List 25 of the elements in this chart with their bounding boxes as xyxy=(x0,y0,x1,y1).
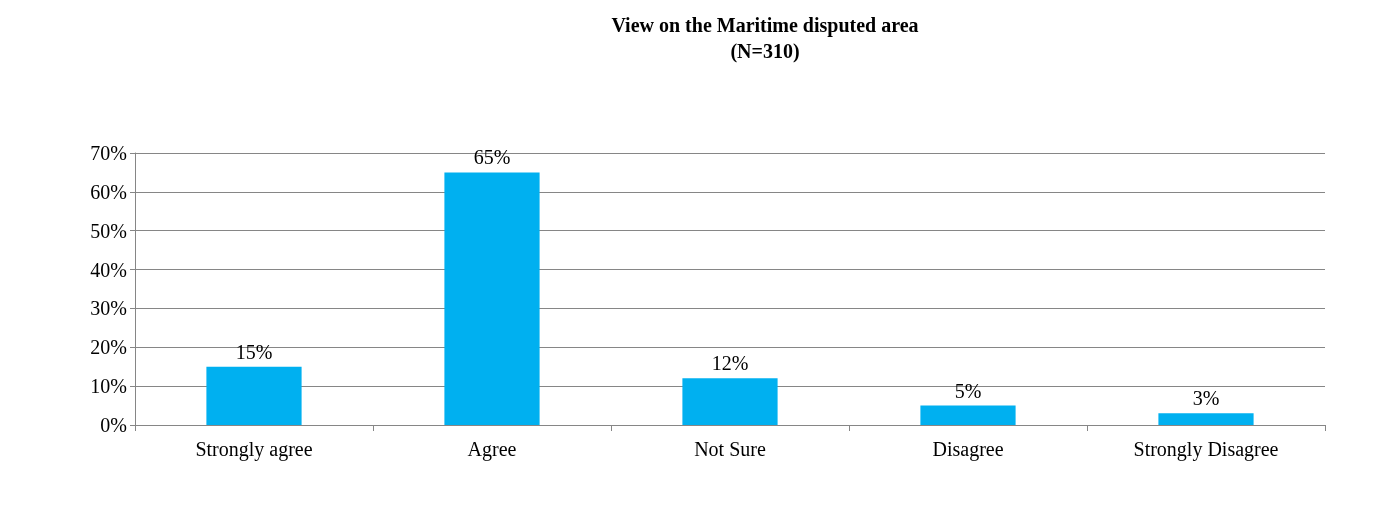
x-tick-label: Agree xyxy=(467,438,517,461)
data-label: 3% xyxy=(1192,387,1220,410)
y-tick-label: 30% xyxy=(90,297,127,320)
y-tick-label: 40% xyxy=(90,258,127,281)
chart-subtitle: (N=310) xyxy=(730,40,800,63)
bar xyxy=(682,378,778,425)
y-tick-label: 20% xyxy=(90,336,127,359)
x-tick-label: Strongly Disagree xyxy=(1133,438,1279,461)
x-tick-label: Disagree xyxy=(932,438,1004,461)
y-tick-label: 60% xyxy=(90,180,127,203)
x-tick-label: Not Sure xyxy=(694,438,766,460)
bar xyxy=(444,172,540,425)
data-label: 65% xyxy=(473,146,511,169)
data-label: 5% xyxy=(954,379,982,402)
y-tick-label: 0% xyxy=(100,414,127,436)
data-label: 12% xyxy=(711,352,749,375)
y-tick-label: 50% xyxy=(90,219,127,242)
y-tick-label: 10% xyxy=(90,375,127,398)
bar xyxy=(1158,413,1254,425)
x-tick-label: Strongly agree xyxy=(195,438,313,461)
y-tick-label: 70% xyxy=(90,142,127,164)
chart-title: View on the Maritime disputed area xyxy=(611,14,919,37)
bar xyxy=(920,405,1016,425)
data-label: 15% xyxy=(235,340,273,363)
bar xyxy=(206,366,302,425)
